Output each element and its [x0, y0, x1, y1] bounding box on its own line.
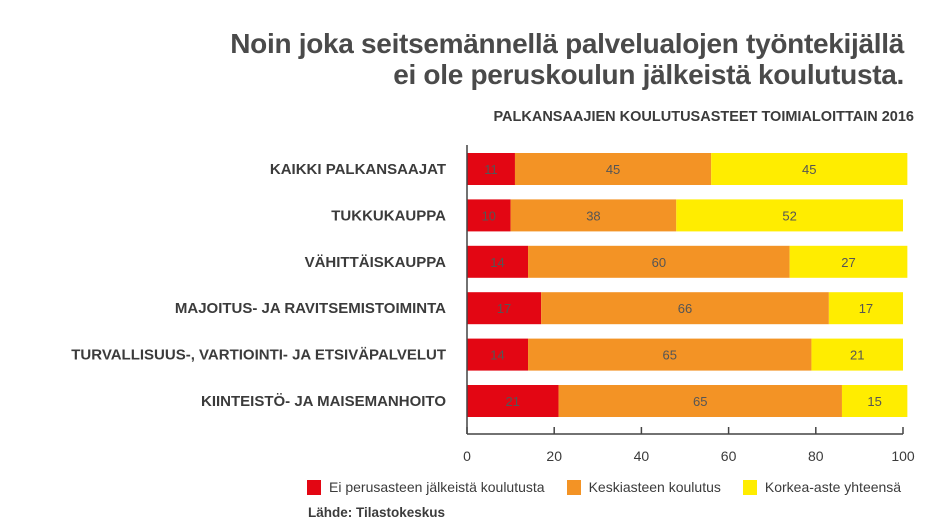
- category-label: KIINTEISTÖ- JA MAISEMANHOITO: [201, 393, 446, 410]
- category-label: MAJOITUS- JA RAVITSEMISTOIMINTA: [175, 300, 446, 317]
- data-label: 65: [693, 394, 707, 409]
- data-label: 11: [484, 162, 498, 177]
- bar-segment: [467, 385, 559, 417]
- bar-segment: [789, 245, 908, 278]
- bar-segment: [828, 292, 903, 325]
- data-label: 21: [506, 394, 520, 409]
- data-label: 21: [850, 348, 864, 363]
- bar-segment: [811, 338, 903, 371]
- bar-segment: [467, 338, 529, 371]
- data-label: 17: [859, 301, 873, 316]
- legend-label-3: Korkea-aste yhteensä: [764, 479, 902, 495]
- category-label: TUKKUKAUPPA: [331, 207, 446, 224]
- bar-segment: [528, 245, 790, 278]
- x-tick-label: 100: [891, 448, 915, 464]
- bar-segment: [711, 153, 908, 185]
- data-label: 10: [482, 208, 496, 223]
- data-label: 15: [867, 394, 881, 409]
- data-label: 45: [802, 162, 816, 177]
- title-line-2: ei ole peruskoulun jälkeistä koulutusta.: [393, 59, 904, 90]
- legend: Ei perusasteen jälkeistä koulutusta Kesk…: [307, 479, 923, 495]
- x-tick-label: 40: [634, 448, 650, 464]
- legend-label-2: Keskiasteen koulutus: [588, 479, 721, 495]
- x-tick-label: 80: [808, 448, 824, 464]
- bar-segment: [676, 199, 903, 232]
- data-label: 65: [663, 348, 677, 363]
- bar-segment: [510, 199, 677, 232]
- bar-segment: [841, 385, 908, 417]
- legend-swatch-1: [307, 479, 321, 495]
- chart-title: Noin joka seitsemännellä palvelualojen t…: [230, 28, 904, 90]
- category-label: VÄHITTÄISKAUPPA: [305, 254, 447, 271]
- bar-segment: [467, 292, 542, 325]
- data-label: 60: [652, 255, 666, 270]
- data-label: 14: [490, 348, 504, 363]
- data-label: 66: [678, 301, 692, 316]
- source-note: Lähde: Tilastokeskus: [308, 505, 446, 520]
- x-tick-label: 20: [546, 448, 562, 464]
- data-label: 14: [490, 255, 504, 270]
- category-label: TURVALLISUUS-, VARTIOINTI- JA ETSIVÄPALV…: [71, 347, 446, 364]
- chart-subtitle: PALKANSAAJIEN KOULUTUSASTEET TOIMIALOITT…: [493, 109, 914, 125]
- category-label: KAIKKI PALKANSAAJAT: [270, 161, 446, 178]
- bar-segment: [467, 153, 515, 185]
- legend-item-1: Ei perusasteen jälkeistä koulutusta: [307, 479, 545, 495]
- bar-segment: [467, 245, 529, 278]
- data-label: 38: [586, 208, 600, 223]
- legend-swatch-3: [742, 479, 757, 495]
- bar-segment: [514, 153, 712, 185]
- legend-swatch-2: [566, 479, 581, 495]
- bar-segment: [467, 199, 511, 232]
- bar-segment: [558, 385, 842, 417]
- data-label: 45: [606, 162, 620, 177]
- bar-segment: [541, 292, 829, 325]
- data-label: 52: [782, 208, 796, 223]
- data-label: 27: [841, 255, 855, 270]
- title-line-1: Noin joka seitsemännellä palvelualojen t…: [230, 28, 904, 59]
- x-tick-label: 0: [463, 448, 471, 464]
- data-label: 17: [497, 301, 511, 316]
- legend-item-2: Keskiasteen koulutus: [566, 479, 721, 495]
- legend-label-1: Ei perusasteen jälkeistä koulutusta: [329, 479, 545, 495]
- bar-segment: [528, 338, 812, 371]
- legend-item-3: Korkea-aste yhteensä: [742, 479, 902, 495]
- x-tick-label: 60: [721, 448, 737, 464]
